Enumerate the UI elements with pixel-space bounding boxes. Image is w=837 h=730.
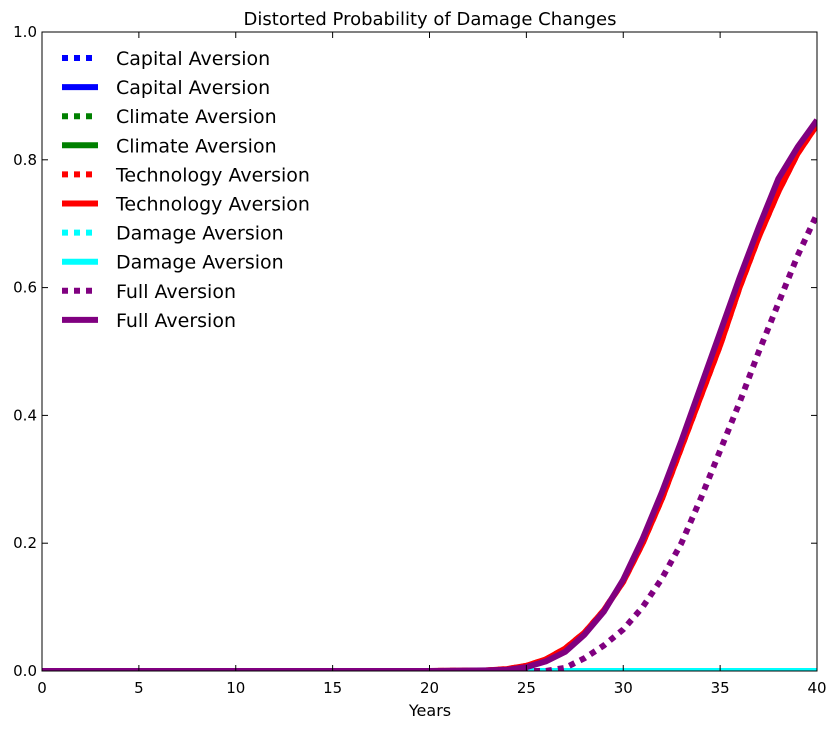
legend-label-full-aversion: Full Aversion	[116, 310, 236, 332]
x-tick-label: 15	[323, 679, 342, 697]
y-tick-label: 0.8	[13, 151, 37, 169]
series-line-full-aversion-dotted	[42, 212, 817, 671]
series-group	[42, 118, 817, 671]
x-tick-label: 30	[614, 679, 633, 697]
x-tick-label: 10	[226, 679, 245, 697]
legend-label-technology-aversion: Technology Aversion	[115, 194, 310, 216]
y-tick-label: 1.0	[13, 23, 37, 41]
legend: Capital Aversion Capital Aversion Climate …	[62, 48, 310, 332]
legend-label-full-aversion: Full Aversion	[116, 281, 236, 303]
plot-area: 0 5 10 15 20 25 30 35 40 0.0 0.2 0.4 0.6 0.8 1.0	[13, 23, 826, 697]
chart-title: Distorted Probability of Damage Changes	[244, 9, 617, 30]
series-line-full-aversion-solid	[42, 118, 817, 671]
x-axis-label: Years	[408, 701, 451, 720]
x-tick-label: 5	[134, 679, 144, 697]
x-tick-label: 40	[807, 679, 826, 697]
legend-label-climate-aversion: Climate Aversion	[116, 135, 277, 157]
y-tick-label: 0.6	[13, 279, 37, 297]
y-tick-label: 0.0	[13, 662, 37, 680]
legend-label-damage-aversion: Damage Aversion	[116, 223, 284, 245]
legend-label-capital-aversion: Capital Aversion	[116, 48, 270, 70]
x-tick-label: 20	[420, 679, 439, 697]
legend-label-damage-aversion: Damage Aversion	[116, 252, 284, 274]
x-tick-label: 0	[37, 679, 47, 697]
legend-label-climate-aversion: Climate Aversion	[116, 106, 277, 128]
legend-label-technology-aversion: Technology Aversion	[115, 164, 310, 186]
x-tick-label: 25	[517, 679, 536, 697]
legend-label-capital-aversion: Capital Aversion	[116, 77, 270, 99]
y-tick-label: 0.2	[13, 534, 37, 552]
x-tick-label: 35	[711, 679, 730, 697]
y-tick-label: 0.4	[13, 406, 37, 424]
